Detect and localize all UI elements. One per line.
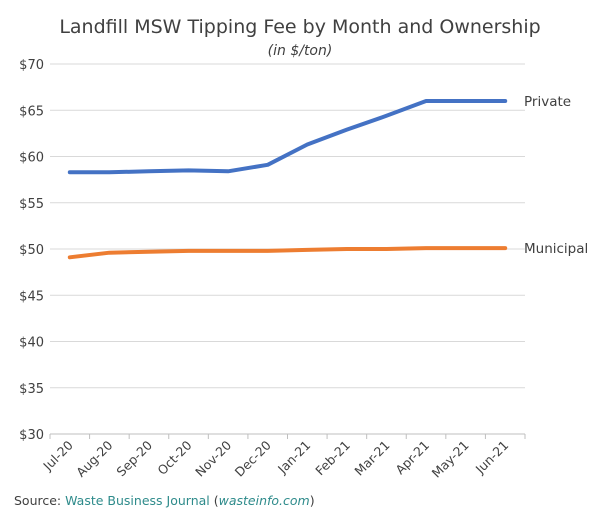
x-tick-label: Apr-21	[392, 438, 432, 478]
y-tick-label: $35	[19, 382, 44, 397]
x-tick-label: Aug-20	[73, 437, 115, 479]
y-tick-label: $30	[19, 428, 44, 443]
x-tick-label: Jul-20	[39, 437, 75, 473]
x-tick-label: Sep-20	[113, 437, 155, 479]
y-tick-label: $50	[19, 243, 44, 258]
chart-title: Landfill MSW Tipping Fee by Month and Ow…	[59, 16, 541, 38]
source-close: )	[309, 493, 315, 508]
y-tick-label: $40	[19, 336, 44, 351]
chart-subtitle: (in $/ton)	[267, 43, 333, 59]
x-tick-label: Nov-20	[192, 437, 234, 479]
series-labels: Private Municipal	[524, 94, 588, 257]
x-tick-label: Dec-20	[232, 437, 274, 479]
x-tick-label: Mar-21	[351, 438, 392, 479]
series-label-private: Private	[524, 94, 571, 110]
y-tick-label: $45	[19, 289, 44, 304]
series-lines	[67, 99, 508, 260]
x-tick-label: Jan-21	[274, 438, 313, 477]
series-label-municipal: Municipal	[524, 241, 588, 257]
series-line-private	[67, 99, 508, 175]
y-tick-label: $70	[19, 58, 44, 73]
y-tick-label: $65	[19, 104, 44, 119]
source-site: wasteinfo.com	[218, 493, 310, 508]
y-tick-label: $55	[19, 197, 44, 212]
source-open: (	[209, 493, 219, 508]
source-note: Source: Waste Business Journal (wasteinf…	[14, 493, 315, 508]
x-tick-label: Jun-21	[472, 438, 512, 478]
source-prefix: Source:	[14, 493, 66, 508]
x-tick-label: Feb-21	[312, 438, 353, 479]
source-name: Waste Business Journal	[65, 493, 210, 508]
series-line-municipal	[67, 246, 508, 260]
y-tick-label: $60	[19, 151, 44, 166]
x-tick-label: Oct-20	[154, 437, 194, 477]
x-tick-label: May-21	[429, 438, 472, 481]
y-axis: $30 $35 $40 $45 $50 $55 $60 $65 $70	[19, 58, 44, 443]
